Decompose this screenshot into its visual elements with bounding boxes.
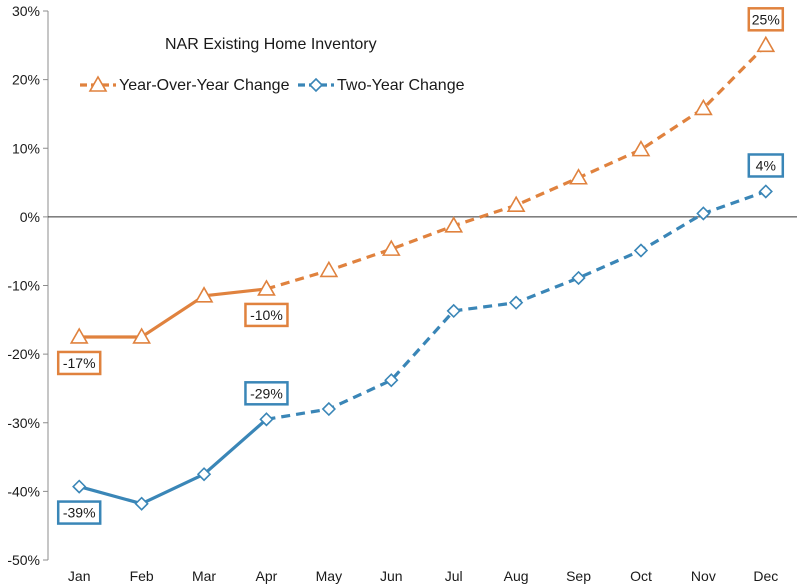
y-tick-label: -20% <box>7 346 40 362</box>
x-tick-label: Oct <box>630 568 652 584</box>
data-point-diamond <box>134 496 149 511</box>
data-point-diamond <box>446 303 461 319</box>
data-point-diamond <box>758 184 773 199</box>
data-point-diamond <box>384 373 399 388</box>
data-point-diamond <box>72 479 87 494</box>
series-two-year <box>72 184 773 511</box>
y-tick-label: -40% <box>7 483 40 499</box>
data-label-text: 25% <box>752 11 780 27</box>
y-tick-label: -50% <box>7 552 40 568</box>
data-point-triangle <box>756 35 776 53</box>
data-label: 25% <box>747 7 785 32</box>
series-line-solid <box>78 418 268 506</box>
data-label: -29% <box>244 381 289 406</box>
data-label-box <box>56 500 102 525</box>
data-label-text: -39% <box>63 505 96 521</box>
data-label-box <box>244 302 289 328</box>
x-tick-label: Mar <box>192 568 216 584</box>
data-point-triangle <box>194 286 214 303</box>
data-point-triangle <box>444 216 464 233</box>
x-tick-label: Nov <box>691 568 716 584</box>
data-point-triangle <box>631 140 651 157</box>
x-tick-label: Feb <box>130 568 154 584</box>
data-point-diamond <box>196 467 212 482</box>
data-label: -39% <box>56 500 102 525</box>
series-line-solid <box>79 287 267 339</box>
data-label: -17% <box>56 350 102 376</box>
legend: Year-Over-Year Change Two-Year Change <box>80 75 465 94</box>
data-point-triangle <box>569 168 588 185</box>
data-point-diamond <box>633 243 649 258</box>
data-point-diamond <box>259 412 274 427</box>
y-tick-label: -10% <box>7 278 40 294</box>
y-tick-label: 0% <box>20 209 40 225</box>
x-tick-label: Jun <box>380 568 403 584</box>
x-tick-label: Dec <box>753 568 778 584</box>
data-point-diamond <box>571 270 586 286</box>
legend-label: Two-Year Change <box>337 77 465 94</box>
data-point-diamond <box>508 295 524 310</box>
data-label-text: -10% <box>250 307 283 323</box>
legend-label: Year-Over-Year Change <box>119 77 290 94</box>
legend-item-two-year: Two-Year Change <box>298 77 465 94</box>
data-label-text: 4% <box>756 157 776 173</box>
axes: 30% 20% 10% 0% -10% -20% -30% -40% -50% Jan Feb Mar… <box>7 3 797 584</box>
data-point-triangle <box>693 98 713 116</box>
x-tick-label: Aug <box>504 568 529 584</box>
legend-item-year-over-year: Year-Over-Year Change <box>80 75 290 94</box>
series-layer <box>69 35 776 511</box>
data-label: -10% <box>244 302 289 328</box>
data-label-box <box>244 381 289 406</box>
data-point-triangle <box>506 195 526 213</box>
data-point-triangle <box>88 75 108 92</box>
data-label-text: -29% <box>250 385 283 401</box>
x-tick-label: Jan <box>68 568 91 584</box>
data-label-text: -17% <box>63 355 96 371</box>
chart-title: NAR Existing Home Inventory <box>165 36 377 53</box>
y-tick-label: 10% <box>12 140 40 156</box>
data-point-diamond <box>696 206 711 221</box>
data-label-box <box>747 153 785 178</box>
data-point-triangle <box>319 260 339 278</box>
data-point-diamond <box>321 401 337 417</box>
data-label-box <box>56 350 102 376</box>
data-point-triangle <box>69 327 89 344</box>
data-labels: -17% -10% 25% -39% -29% 4% <box>56 7 785 525</box>
data-label: 4% <box>747 153 785 178</box>
x-tick-label: Jul <box>445 568 463 584</box>
y-tick-label: -30% <box>7 415 40 431</box>
y-tick-label: 30% <box>12 3 40 19</box>
data-label-box <box>747 7 785 32</box>
data-point-triangle <box>381 239 401 256</box>
x-tick-label: Apr <box>256 568 278 584</box>
y-tick-label: 20% <box>12 72 40 88</box>
data-point-triangle <box>132 327 152 344</box>
x-tick-label: May <box>316 568 342 584</box>
data-point-triangle <box>257 279 276 296</box>
x-tick-label: Sep <box>566 568 591 584</box>
data-point-diamond <box>308 77 324 93</box>
series-year-over-year <box>69 35 776 344</box>
